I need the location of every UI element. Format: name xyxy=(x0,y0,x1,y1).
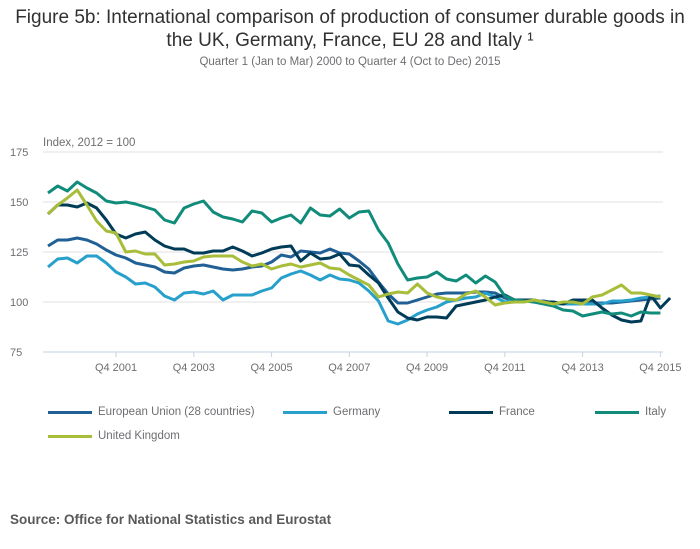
legend-swatch xyxy=(449,410,493,414)
series-lines xyxy=(46,180,672,326)
legend-item[interactable]: European Union (28 countries) xyxy=(48,406,255,418)
source-note: Source: Office for National Statistics a… xyxy=(10,512,332,527)
y-tick-label: 125 xyxy=(10,247,28,259)
legend-item[interactable]: United Kingdom xyxy=(48,430,180,442)
x-tick-label: Q4 2003 xyxy=(173,362,215,374)
series-line-european-union-28-countries xyxy=(47,236,661,305)
legend-item[interactable]: Germany xyxy=(283,406,380,418)
legend-label: Germany xyxy=(333,406,381,418)
legend-label: United Kingdom xyxy=(98,430,180,442)
legend-label: Italy xyxy=(645,406,667,418)
y-tick-label: 100 xyxy=(10,297,28,309)
legend-item[interactable]: Italy xyxy=(595,406,666,418)
gridlines xyxy=(43,151,663,303)
y-tick-label: 150 xyxy=(10,197,28,209)
legend-label: France xyxy=(499,406,535,418)
legend-swatch xyxy=(48,410,92,414)
x-axis: Q4 2001 Q4 2003 Q4 2005 Q4 2007 Q4 2009 Q4 20… xyxy=(43,351,681,374)
x-tick-label: Q4 2013 xyxy=(561,362,603,374)
legend-swatch xyxy=(283,410,327,414)
series-line-united-kingdom xyxy=(46,188,661,307)
x-tick-label: Q4 2015 xyxy=(639,362,681,374)
y-axis-ticks: 75 100 125 150 175 xyxy=(10,147,28,359)
y-axis-label: Index, 2012 = 100 xyxy=(43,137,135,149)
x-tick-label: Q4 2005 xyxy=(250,362,292,374)
x-tick-label: Q4 2007 xyxy=(328,362,370,374)
x-tick-label: Q4 2009 xyxy=(406,362,448,374)
x-tick-label: Q4 2011 xyxy=(484,362,525,374)
y-tick-label: 175 xyxy=(10,147,28,159)
legend-label: European Union (28 countries) xyxy=(98,406,255,418)
y-tick-label: 75 xyxy=(10,347,22,359)
series-line-italy xyxy=(47,180,661,318)
legend-item[interactable]: France xyxy=(449,406,535,418)
chart-subtitle: Quarter 1 (Jan to Mar) 2000 to Quarter 4… xyxy=(199,56,501,68)
chart-title: Figure 5b: International comparison of p… xyxy=(15,7,685,51)
legend-swatch xyxy=(595,410,639,414)
legend-swatch xyxy=(48,434,92,438)
x-tick-label: Q4 2001 xyxy=(95,362,137,374)
